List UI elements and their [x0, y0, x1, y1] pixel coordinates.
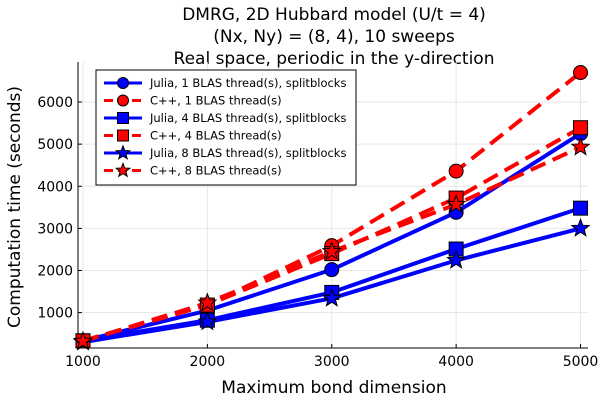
y-tick-label: 6000	[37, 95, 73, 111]
legend-label: C++, 4 BLAS thread(s)	[150, 129, 282, 143]
legend-entry-6: C++, 8 BLAS thread(s)	[104, 161, 282, 178]
y-tick-labels: 1000 2000 3000 4000 5000 6000	[37, 95, 73, 322]
legend-label: Julia, 4 BLAS thread(s), splitblocks	[149, 111, 346, 125]
y-tick-label: 5000	[37, 137, 73, 153]
title-line-2: (Nx, Ny) = (8, 4), 10 sweeps	[213, 27, 455, 47]
data-point	[72, 330, 93, 350]
series-points-6	[72, 136, 591, 350]
legend-label: C++, 8 BLAS thread(s)	[150, 164, 282, 178]
legend-marker	[117, 94, 129, 107]
x-tick-label: 3000	[314, 354, 350, 370]
legend: Julia, 1 BLAS thread(s), splitblocks C++,…	[95, 69, 357, 186]
x-tick-label: 4000	[438, 354, 474, 370]
y-tick-label: 1000	[37, 306, 73, 322]
data-point	[448, 163, 464, 179]
legend-entry-4: C++, 4 BLAS thread(s)	[104, 129, 282, 143]
data-point	[446, 193, 467, 213]
data-point	[197, 292, 218, 312]
y-tick-label: 4000	[37, 179, 73, 195]
legend-marker	[114, 144, 132, 160]
legend-entry-3: Julia, 4 BLAS thread(s), splitblocks	[104, 111, 346, 125]
legend-marker	[117, 77, 129, 89]
legend-marker	[114, 161, 132, 178]
y-tick-label: 2000	[37, 263, 73, 279]
title-line-3: Real space, periodic in the y-direction	[174, 49, 495, 69]
x-tick-label: 1000	[65, 354, 101, 370]
legend-label: Julia, 1 BLAS thread(s), splitblocks	[149, 76, 346, 90]
data-point	[570, 136, 591, 156]
y-tick-label: 3000	[37, 221, 73, 237]
data-point	[321, 241, 342, 261]
data-point	[197, 311, 218, 331]
legend-marker	[117, 112, 129, 124]
legend-label: C++, 1 BLAS thread(s)	[150, 94, 282, 108]
legend-entry-1: Julia, 1 BLAS thread(s), splitblocks	[104, 76, 346, 90]
series-markers	[72, 65, 591, 351]
x-tick-label: 5000	[563, 354, 599, 370]
legend-box	[95, 69, 357, 186]
legend-entry-2: C++, 1 BLAS thread(s)	[104, 94, 282, 108]
x-tick-labels: 1000 2000 3000 4000 5000	[65, 354, 598, 370]
x-tick-label: 2000	[190, 354, 226, 370]
data-point	[446, 249, 467, 269]
x-axis-label: Maximum bond dimension	[221, 378, 446, 398]
y-axis-label: Computation time (seconds)	[5, 86, 25, 328]
legend-marker	[117, 129, 129, 142]
data-point	[324, 262, 340, 278]
title-line-1: DMRG, 2D Hubbard model (U/t = 4)	[182, 5, 486, 25]
data-point	[321, 287, 342, 307]
chart-title: DMRG, 2D Hubbard model (U/t = 4) (Nx, Ny…	[174, 5, 495, 69]
data-point	[573, 65, 589, 81]
legend-entry-5: Julia, 8 BLAS thread(s), splitblocks	[104, 144, 346, 160]
legend-label: Julia, 8 BLAS thread(s), splitblocks	[149, 146, 346, 160]
data-point	[573, 200, 589, 216]
data-point	[573, 120, 589, 136]
data-point	[570, 217, 591, 237]
